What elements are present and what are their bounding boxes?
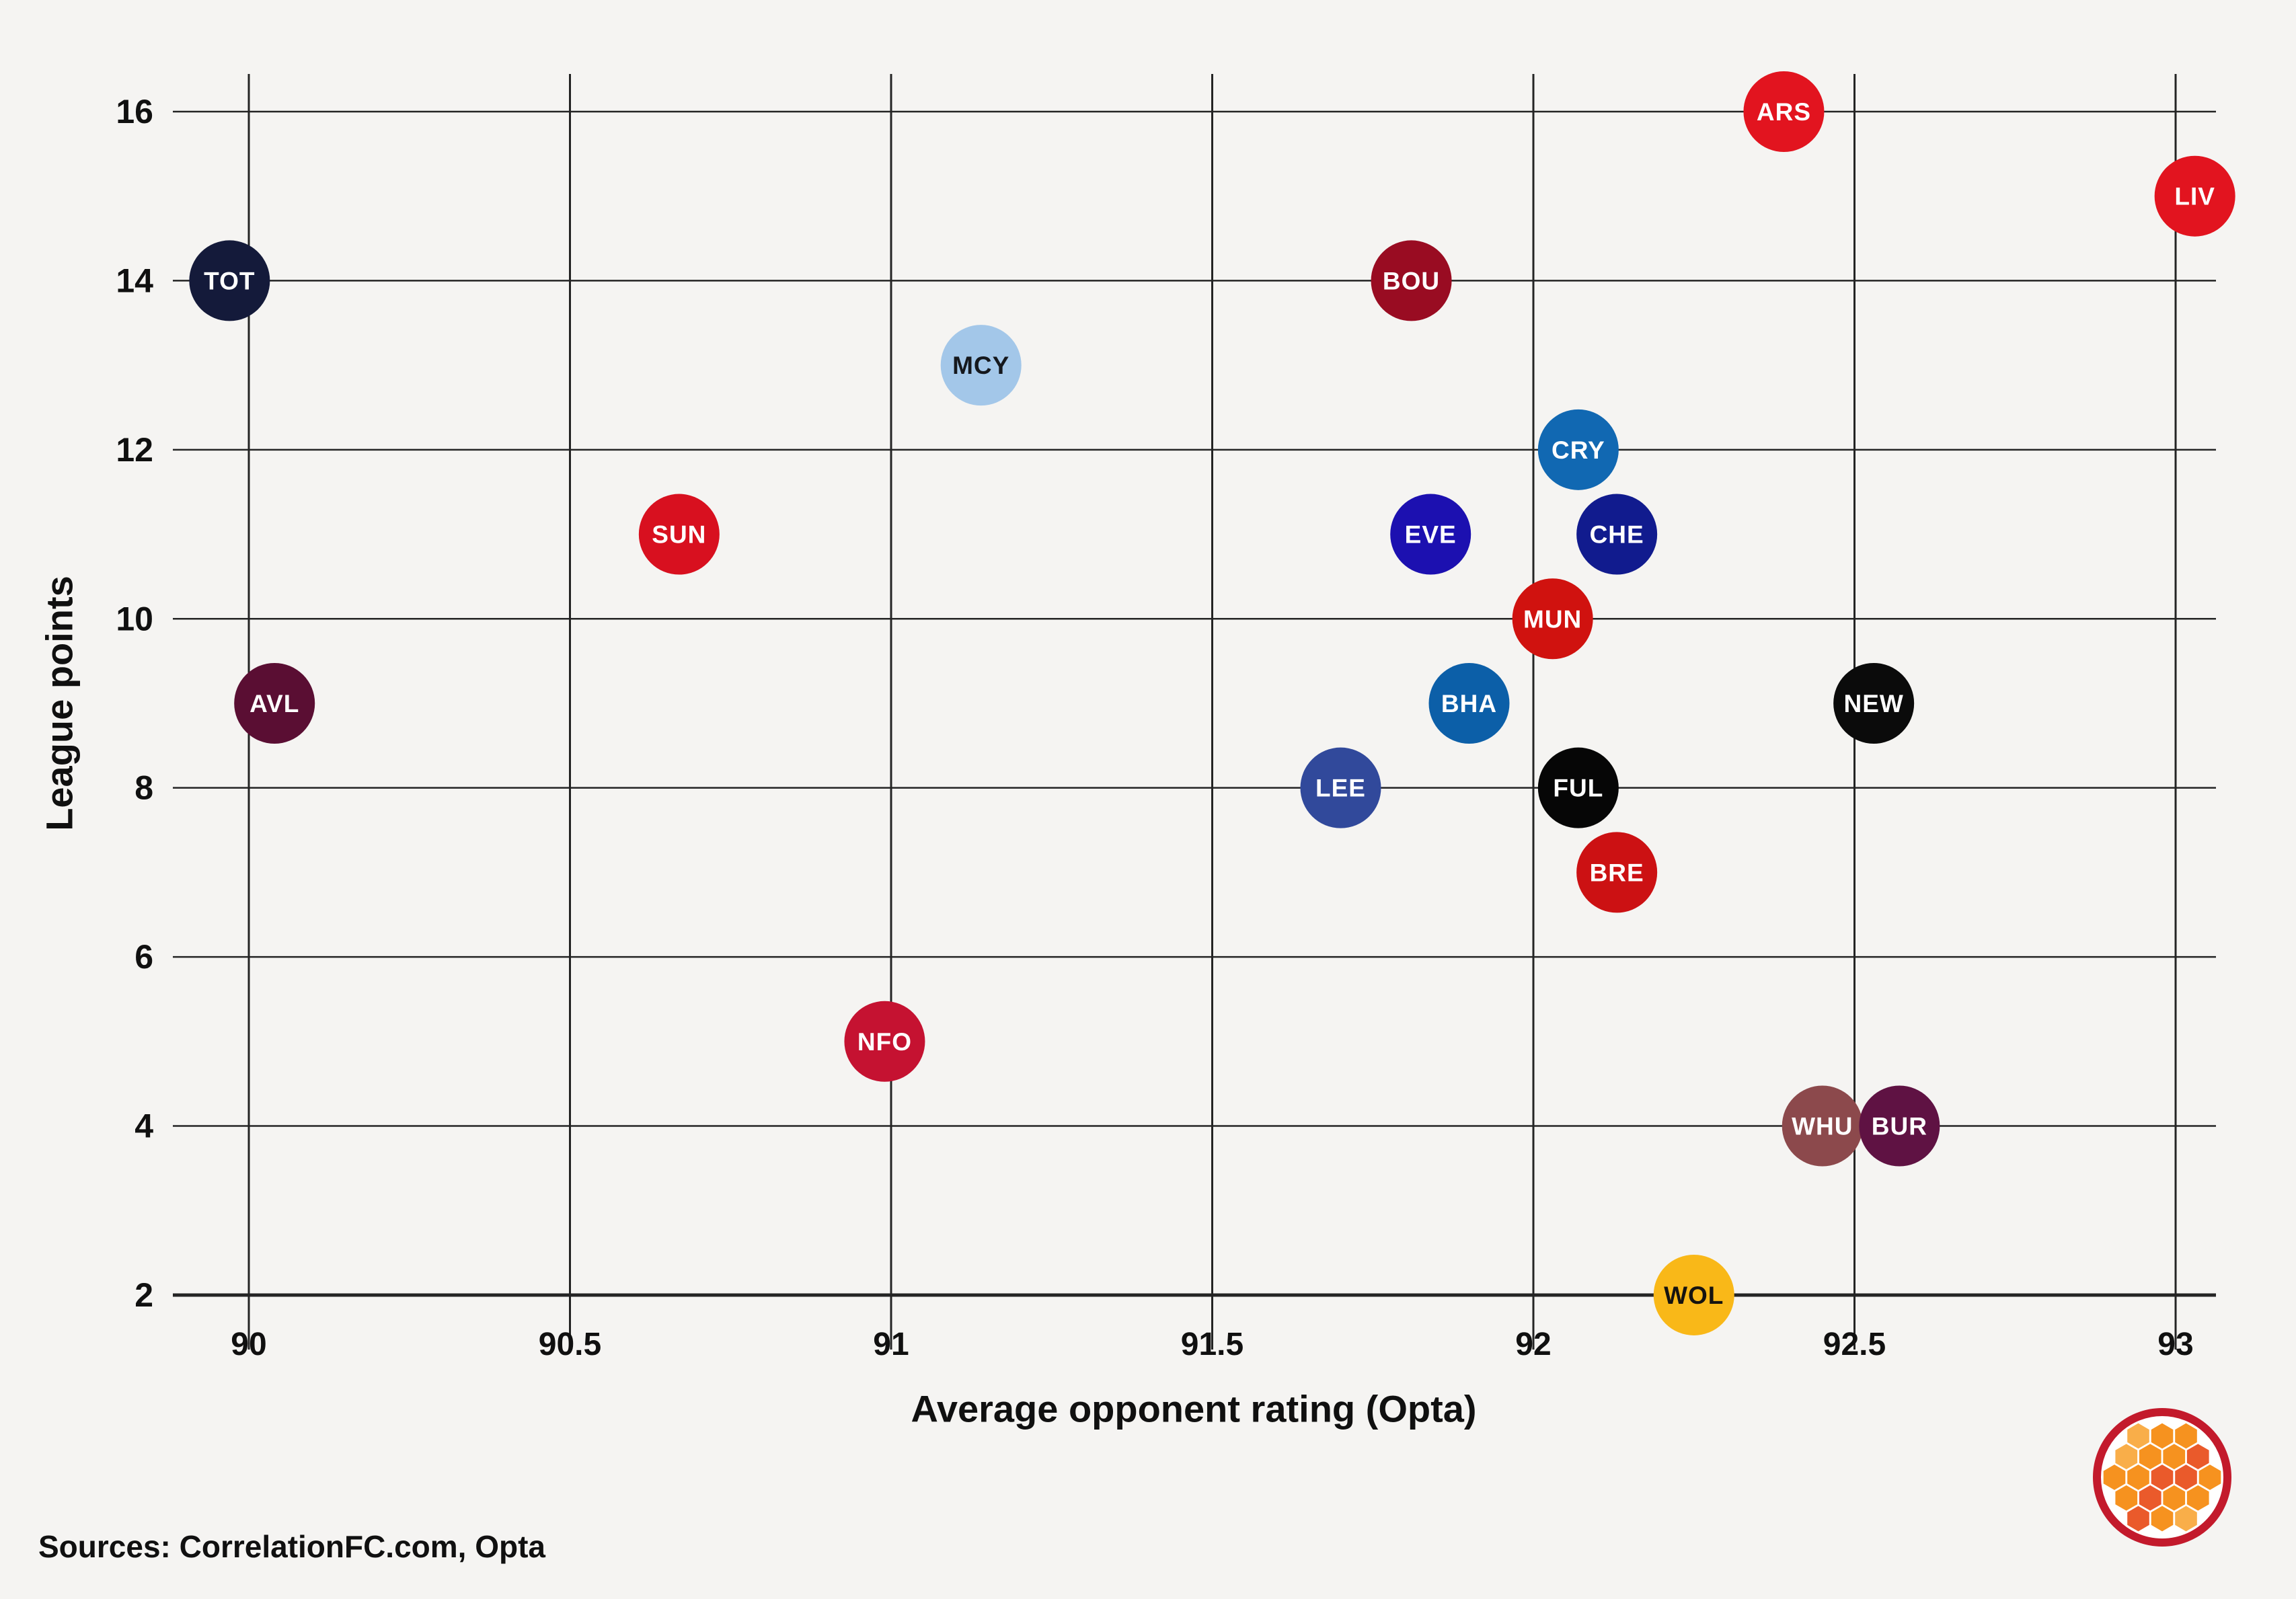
team-label-TOT: TOT: [204, 267, 255, 295]
team-marker-CHE: [1576, 494, 1658, 575]
team-label-NEW: NEW: [1843, 690, 1903, 717]
y-tick-4: 4: [135, 1107, 153, 1145]
sources-note: Sources: CorrelationFC.com, Opta: [38, 1529, 546, 1564]
x-tick-90.5: 90.5: [539, 1327, 601, 1362]
brand-logo-hex-18: [2175, 1506, 2197, 1532]
team-marker-MUN: [1512, 578, 1593, 660]
team-marker-MCY: [940, 325, 1022, 406]
team-marker-BOU: [1371, 240, 1452, 321]
team-label-EVE: EVE: [1405, 521, 1457, 549]
team-marker-ARS: [1743, 71, 1825, 152]
team-label-BUR: BUR: [1872, 1113, 1927, 1140]
team-label-WHU: WHU: [1792, 1113, 1853, 1140]
y-tick-2: 2: [135, 1276, 153, 1314]
y-tick-8: 8: [135, 769, 153, 807]
brand-logo-hex-17: [2151, 1506, 2174, 1532]
team-label-WOL: WOL: [1664, 1282, 1724, 1309]
brand-logo-hex-16: [2127, 1506, 2149, 1532]
x-axis-title: Average opponent rating (Opta): [911, 1387, 1477, 1430]
y-axis-title: League points: [38, 576, 81, 831]
team-marker-WHU: [1782, 1085, 1863, 1167]
y-tick-12: 12: [116, 431, 153, 469]
team-marker-BRE: [1576, 832, 1658, 913]
brand-logo-hex-13: [2139, 1485, 2161, 1511]
team-marker-BUR: [1859, 1085, 1940, 1167]
x-tick-91: 91: [873, 1327, 909, 1362]
team-marker-CRY: [1537, 409, 1619, 490]
brand-logo-hex-7: [2103, 1465, 2126, 1490]
brand-logo-hex-12: [2115, 1485, 2138, 1511]
brand-logo-hex-3: [2115, 1444, 2138, 1470]
team-marker-LEE: [1300, 747, 1381, 828]
team-label-CRY: CRY: [1552, 436, 1605, 464]
brand-logo-hex-4: [2139, 1444, 2161, 1470]
team-label-LIV: LIV: [2174, 183, 2215, 210]
team-marker-WOL: [1653, 1254, 1734, 1335]
team-marker-BHA: [1428, 662, 1510, 744]
y-tick-16: 16: [116, 93, 153, 130]
brand-logo-hex-15: [2186, 1485, 2209, 1511]
team-label-LEE: LEE: [1315, 775, 1366, 802]
team-marker-NFO: [844, 1001, 925, 1082]
x-tick-90: 90: [231, 1327, 266, 1362]
team-label-AVL: AVL: [250, 690, 299, 717]
brand-logo-hex-0: [2127, 1423, 2149, 1449]
team-label-MCY: MCY: [952, 352, 1009, 379]
brand-logo-hex-9: [2151, 1465, 2174, 1490]
brand-logo-hex-11: [2198, 1465, 2221, 1490]
team-label-NFO: NFO: [857, 1028, 912, 1056]
y-tick-10: 10: [116, 600, 153, 637]
x-tick-93: 93: [2157, 1327, 2193, 1362]
team-label-FUL: FUL: [1553, 775, 1603, 802]
brand-logo-hex-8: [2127, 1465, 2149, 1490]
team-marker-NEW: [1833, 662, 1915, 744]
brand-logo-hex-5: [2163, 1444, 2186, 1470]
team-label-BOU: BOU: [1383, 267, 1440, 295]
brand-logo-hex-14: [2163, 1485, 2186, 1511]
team-label-SUN: SUN: [652, 521, 706, 549]
team-label-CHE: CHE: [1590, 521, 1644, 549]
x-tick-91.5: 91.5: [1181, 1327, 1243, 1362]
brand-logo-hex-2: [2175, 1423, 2197, 1449]
brand-logo-hex-1: [2151, 1423, 2174, 1449]
y-tick-6: 6: [135, 938, 153, 976]
team-label-BHA: BHA: [1441, 690, 1497, 717]
team-label-BRE: BRE: [1590, 859, 1644, 886]
team-marker-LIV: [2154, 155, 2235, 237]
team-marker-AVL: [234, 662, 315, 744]
brand-logo-hex-6: [2186, 1444, 2209, 1470]
team-marker-SUN: [638, 494, 720, 575]
team-marker-FUL: [1537, 747, 1619, 828]
team-marker-EVE: [1390, 494, 1471, 575]
team-label-MUN: MUN: [1523, 605, 1582, 633]
y-tick-14: 14: [116, 262, 153, 299]
team-marker-TOT: [189, 240, 270, 321]
x-tick-92.5: 92.5: [1823, 1327, 1886, 1362]
brand-logo-hex-10: [2175, 1465, 2197, 1490]
x-tick-92: 92: [1515, 1327, 1551, 1362]
team-label-ARS: ARS: [1757, 98, 1811, 126]
